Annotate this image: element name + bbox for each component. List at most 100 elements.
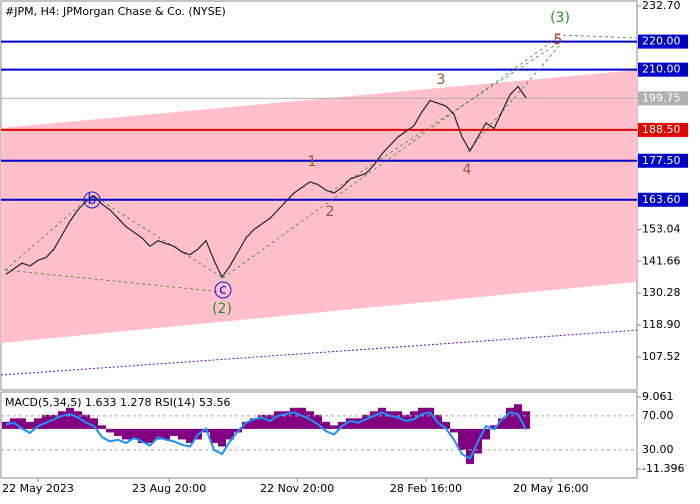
macd-bar — [18, 418, 26, 429]
macd-bar — [106, 428, 114, 433]
macd-bar — [218, 428, 226, 447]
level-label: 210.00 — [642, 63, 681, 76]
price-line — [5, 85, 527, 279]
macd-bar — [330, 425, 338, 429]
wave-line — [556, 34, 637, 39]
macd-bar — [34, 418, 42, 429]
wave-label: 2 — [326, 204, 335, 220]
rsi-tick-label: 70.00 — [642, 409, 674, 422]
macd-bar — [58, 411, 66, 429]
macd-tick-label: -11.396 — [642, 462, 684, 475]
level-box — [638, 153, 688, 168]
macd-bar — [282, 411, 290, 429]
wave-label: 5 — [554, 32, 563, 48]
wave-circle — [83, 191, 101, 209]
y-tick-label: 107.52 — [642, 350, 681, 363]
wave-line — [91, 194, 224, 279]
macd-bar — [418, 407, 426, 429]
macd-bar — [186, 428, 194, 443]
x-tick-label: 20 May 16:00 — [513, 482, 588, 495]
level-box — [638, 122, 688, 137]
macd-bar — [146, 428, 154, 443]
macd-bar — [258, 414, 266, 429]
macd-bar — [66, 407, 74, 429]
macd-bar — [482, 428, 490, 440]
wave-label: 3 — [437, 72, 446, 88]
x-tick-label: 22 Nov 20:00 — [260, 482, 334, 495]
macd-bar — [242, 421, 250, 429]
macd-bar — [322, 421, 330, 429]
macd-bar — [130, 428, 138, 440]
macd-bar — [362, 414, 370, 429]
rsi-tick-label: 30.00 — [642, 443, 674, 456]
macd-bar — [490, 425, 498, 429]
wave-line — [329, 41, 561, 193]
macd-bar — [154, 428, 162, 440]
wave-label: 4 — [463, 162, 472, 178]
level-box — [638, 192, 688, 207]
rsi-line — [5, 411, 527, 460]
y-tick-label: 153.04 — [642, 222, 681, 235]
y-tick-label: 141.66 — [642, 254, 681, 267]
macd-bar — [250, 418, 258, 429]
macd-bar — [466, 428, 474, 465]
wave-label: (3) — [550, 10, 570, 26]
macd-bar — [90, 418, 98, 429]
indicator-label: MACD(5,34,5) 1.633 1.278 RSI(14) 53.56 — [5, 396, 230, 409]
wave-line — [4, 194, 93, 271]
macd-bar — [514, 404, 522, 429]
macd-bar — [298, 407, 306, 429]
macd-bar — [522, 411, 530, 429]
wave-label: 1 — [308, 154, 317, 170]
macd-bar — [274, 411, 282, 429]
level-box — [638, 62, 688, 77]
macd-bar — [386, 411, 394, 429]
y-tick-label: 118.90 — [642, 318, 681, 331]
macd-bar — [378, 407, 386, 429]
macd-bar — [114, 428, 122, 436]
last-price-box — [638, 91, 688, 106]
macd-bar — [26, 421, 34, 429]
macd-bar — [98, 425, 106, 429]
chart-title: #JPM, H4: JPMorgan Chase & Co. (NYSE) — [5, 5, 226, 18]
x-tick-label: 28 Feb 16:00 — [390, 482, 462, 495]
macd-bar — [506, 407, 514, 429]
macd-bar — [210, 428, 218, 443]
last-price-label: 199.75 — [642, 91, 681, 104]
macd-bar — [162, 428, 170, 440]
level-label: 163.60 — [642, 193, 681, 206]
macd-tick-label: 9.061 — [642, 390, 674, 403]
macd-bar — [178, 428, 186, 440]
y-tick-label: 232.70 — [642, 0, 681, 12]
macd-bar — [290, 407, 298, 429]
macd-bar — [498, 418, 506, 429]
macd-bar — [370, 411, 378, 429]
macd-bar — [394, 411, 402, 429]
wave-label: (2) — [212, 301, 232, 317]
macd-bar — [314, 414, 322, 429]
level-label: 188.50 — [642, 123, 681, 136]
macd-bar — [50, 414, 58, 429]
macd-bar — [74, 411, 82, 429]
macd-bar — [138, 428, 146, 443]
wave-line — [4, 269, 224, 293]
macd-bar — [426, 407, 434, 429]
wave-label: c — [219, 282, 227, 298]
x-tick-label: 23 Aug 20:00 — [132, 482, 206, 495]
level-label: 220.00 — [642, 35, 681, 48]
x-tick-label: 22 May 2023 — [2, 482, 74, 495]
macd-bar — [2, 421, 10, 429]
macd-bar — [226, 428, 234, 440]
macd-bar — [170, 428, 178, 436]
macd-bar — [442, 421, 450, 429]
level-box — [638, 34, 688, 49]
wave-circle — [214, 281, 232, 299]
macd-bar — [458, 428, 466, 451]
wave-label: b — [88, 192, 97, 208]
indicator-frame — [0, 391, 638, 479]
y-tick-label: 130.28 — [642, 286, 681, 299]
wave-line — [222, 37, 558, 279]
macd-bar — [346, 418, 354, 429]
macd-bar — [122, 428, 130, 440]
